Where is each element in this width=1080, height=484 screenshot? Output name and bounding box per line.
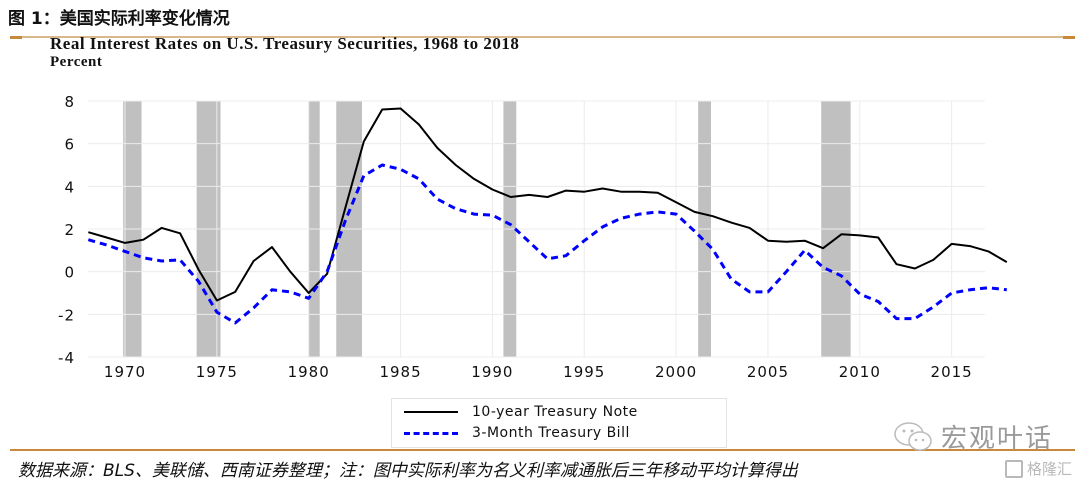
- series-lines: [87, 107, 1008, 325]
- y-tick-label: 0: [64, 264, 75, 282]
- watermark: 宏观叶话: [893, 418, 1053, 455]
- y-tick-label: -2: [58, 306, 75, 324]
- y-tick-label: -4: [58, 349, 75, 367]
- legend-swatch-dashed: [404, 431, 458, 435]
- x-axis-ticks: 1970 1975 1980 1985 1990 1995 2000 2005 2010 2015: [104, 363, 973, 381]
- x-tick-label: 1990: [471, 363, 513, 381]
- brand-icon: [1005, 459, 1023, 478]
- brand-logo: 格隆汇: [1005, 458, 1072, 479]
- x-tick-label: 1975: [196, 363, 238, 381]
- y-axis-ticks: 8 6 4 2 0 -2 -4: [58, 93, 75, 367]
- chart-legend: 10-year Treasury Note 3-Month Treasury B…: [391, 398, 727, 448]
- wechat-icon: [894, 421, 932, 451]
- x-tick-label: 1995: [563, 363, 605, 381]
- x-tick-label: 2010: [839, 363, 881, 381]
- legend-label: 3-Month Treasury Bill: [472, 425, 630, 441]
- legend-item-3mo: 3-Month Treasury Bill: [404, 423, 630, 443]
- y-tick-label: 2: [64, 221, 75, 239]
- source-note: 数据来源：BLS、美联储、西南证券整理；注：图中实际利率为名义利率减通胀后三年移…: [18, 461, 798, 481]
- y-tick-label: 6: [64, 136, 75, 154]
- legend-swatch-solid: [404, 411, 458, 413]
- x-tick-label: 1985: [379, 363, 421, 381]
- top-divider: [10, 36, 1075, 38]
- watermark-text: 宏观叶话: [941, 424, 1054, 454]
- x-tick-label: 2000: [655, 363, 697, 381]
- legend-label: 10-year Treasury Note: [472, 404, 638, 420]
- legend-item-10yr: 10-year Treasury Note: [404, 402, 638, 422]
- x-tick-label: 1980: [288, 363, 330, 381]
- y-axis-unit-label: Percent: [50, 54, 103, 70]
- y-tick-label: 8: [64, 93, 75, 111]
- series-line-10-year-note: [88, 107, 1008, 302]
- x-tick-label: 2015: [931, 363, 973, 381]
- x-tick-label: 2005: [747, 363, 789, 381]
- bottom-divider: [10, 449, 1075, 451]
- top-divider-accent-right: [1063, 36, 1075, 39]
- series-line-3-month-bill: [87, 163, 1007, 325]
- y-tick-label: 4: [64, 178, 75, 196]
- gridlines: [88, 100, 985, 358]
- chart-title: Real Interest Rates on U.S. Treasury Sec…: [50, 34, 520, 53]
- top-divider-accent-left: [10, 36, 22, 39]
- figure-title: 图 1：美国实际利率变化情况: [8, 9, 230, 29]
- x-tick-label: 1970: [104, 363, 146, 381]
- brand-text: 格隆汇: [1027, 460, 1073, 478]
